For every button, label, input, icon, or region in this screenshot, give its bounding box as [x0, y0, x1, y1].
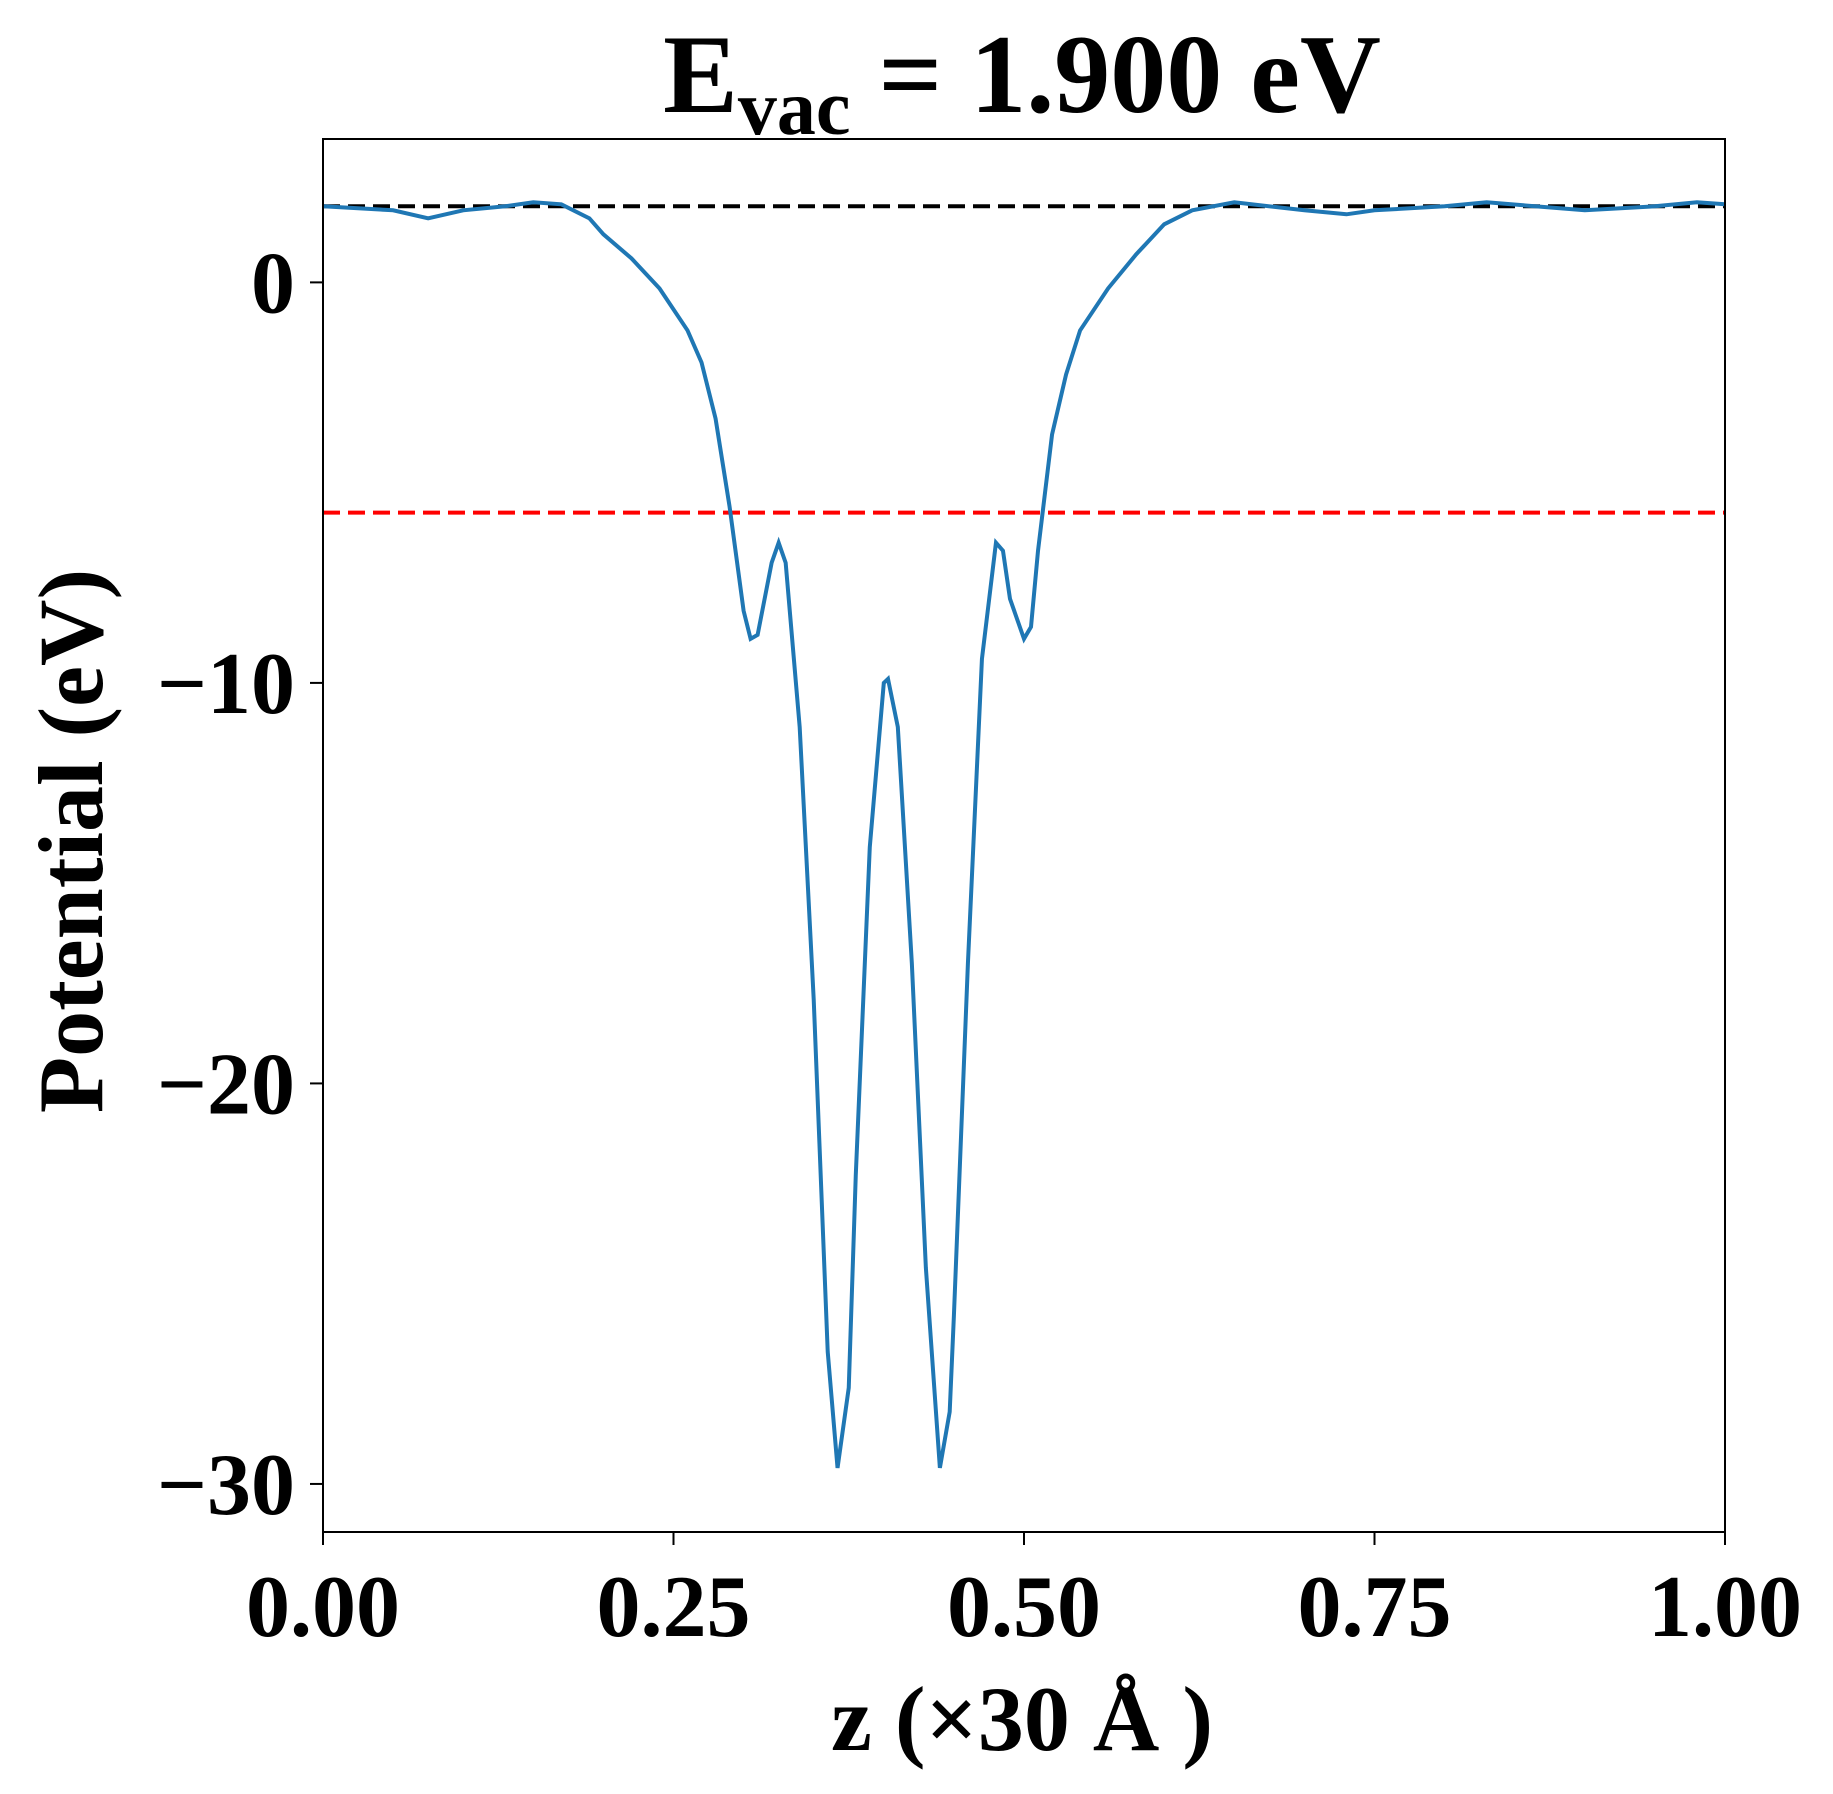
x-tick-label: 0.00 [246, 1559, 400, 1656]
title-base: E [663, 13, 738, 137]
x-axis-label: z (×30 Å ) [831, 1668, 1213, 1770]
data-line [322, 200, 1726, 1469]
x-tick-label: 1.00 [1648, 1559, 1802, 1656]
y-tick-label: −30 [157, 1437, 295, 1534]
chart-title: Evac = 1.900 eV [663, 13, 1381, 151]
y-tick-label: −20 [157, 1036, 295, 1133]
y-axis-label: Potential (eV) [20, 569, 122, 1113]
y-tick-label: 0 [251, 235, 295, 332]
x-tick-label: 0.75 [1298, 1559, 1452, 1656]
plot-frame [322, 138, 1726, 1533]
x-tick-label: 0.25 [597, 1559, 751, 1656]
title-rest: = 1.900 eV [850, 13, 1380, 137]
title-sub: vac [738, 64, 851, 151]
x-tick-label: 0.50 [947, 1559, 1101, 1656]
y-tick-label: −10 [157, 636, 295, 733]
